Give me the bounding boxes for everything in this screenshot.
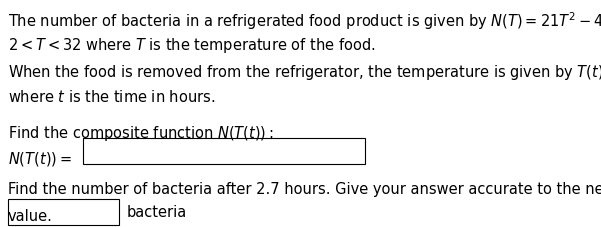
FancyBboxPatch shape xyxy=(8,199,119,225)
Text: $N(T(t)) =$: $N(T(t)) =$ xyxy=(8,150,72,168)
Text: bacteria: bacteria xyxy=(126,204,186,219)
Text: where $t$ is the time in hours.: where $t$ is the time in hours. xyxy=(8,89,215,104)
Text: value.: value. xyxy=(8,208,53,223)
Text: Find the composite function $N(T(t)):$: Find the composite function $N(T(t)):$ xyxy=(8,124,273,143)
Text: $2 < T < 32$ where $T$ is the temperature of the food.: $2 < T < 32$ where $T$ is the temperatur… xyxy=(8,36,376,55)
FancyBboxPatch shape xyxy=(83,138,365,165)
Text: The number of bacteria in a refrigerated food product is given by $N(T) = 21T^2 : The number of bacteria in a refrigerated… xyxy=(8,10,601,32)
Text: When the food is removed from the refrigerator, the temperature is given by $T(t: When the food is removed from the refrig… xyxy=(8,62,601,81)
Text: Find the number of bacteria after 2.7 hours. Give your answer accurate to the ne: Find the number of bacteria after 2.7 ho… xyxy=(8,182,601,197)
